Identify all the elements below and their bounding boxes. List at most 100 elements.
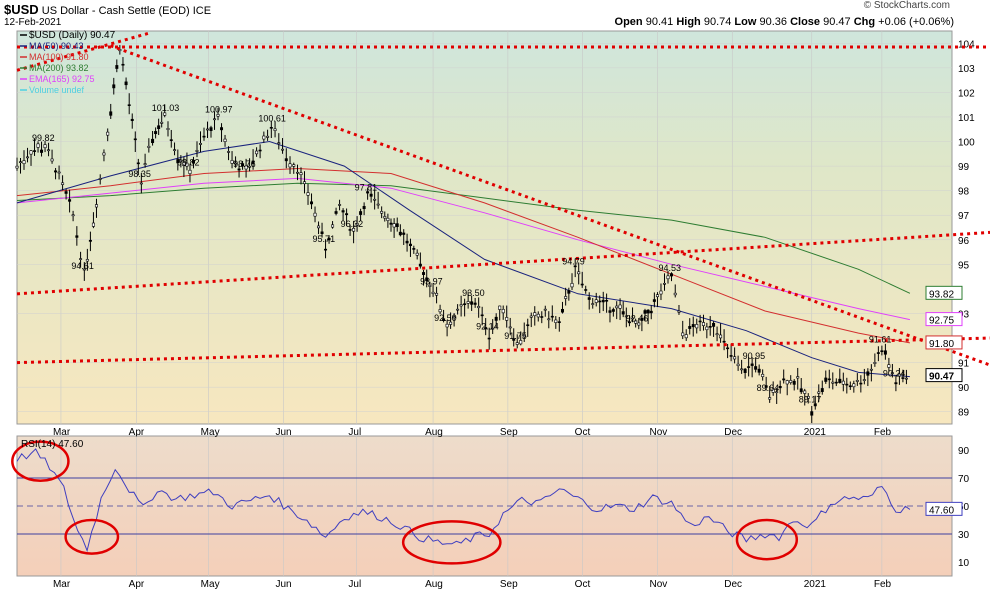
candle-body — [845, 383, 849, 386]
candle-body — [901, 377, 905, 379]
candle-body — [712, 322, 716, 327]
candle-body — [673, 292, 677, 296]
candle-body — [366, 191, 370, 194]
candle-body — [195, 150, 199, 152]
candle-body — [611, 309, 615, 312]
candle-body — [459, 304, 463, 307]
y-tick-label: 104 — [958, 39, 975, 50]
candle-body — [827, 378, 831, 381]
candle-body — [213, 118, 217, 121]
x-tick-label: Aug — [425, 427, 443, 438]
rsi-y-tick-label: 70 — [958, 474, 970, 485]
rsi-line — [16, 448, 911, 553]
price-label: 89.17 — [799, 395, 822, 405]
candle-body — [127, 104, 131, 106]
legend-entry: MA(50) 90.43 — [29, 41, 84, 51]
candle-body — [258, 149, 262, 152]
candle-body — [266, 135, 270, 138]
candle-body — [449, 321, 453, 325]
candle-body — [736, 363, 740, 367]
candle-body — [151, 138, 155, 144]
candle-body — [866, 371, 870, 376]
candle-body — [327, 237, 331, 241]
candle-body — [380, 211, 384, 214]
price-label: 97.81 — [355, 182, 378, 192]
candle-body — [560, 308, 564, 313]
candle-body — [345, 213, 349, 216]
candle-body — [470, 301, 474, 305]
candle-body — [799, 388, 803, 393]
price-label: 92.50 — [434, 313, 457, 323]
candle-body — [82, 268, 86, 271]
candle-body — [50, 158, 54, 162]
candle-body — [890, 372, 894, 374]
candle-body — [102, 152, 106, 156]
x-tick-label: Feb — [874, 427, 892, 438]
candle-body — [389, 222, 393, 225]
candle-body — [580, 283, 584, 286]
candle-body — [666, 275, 670, 280]
candle-body — [71, 214, 75, 217]
trendline-upper-rising — [16, 230, 990, 296]
rsi-x-tick-label: Nov — [649, 579, 667, 590]
candle-body — [591, 303, 595, 305]
candle-body — [640, 317, 644, 321]
x-tick-label: Jun — [275, 427, 291, 438]
low-value: 90.36 — [759, 16, 788, 28]
y-tick-label: 91 — [958, 359, 970, 370]
candle-body — [310, 201, 314, 205]
price-label: 91.61 — [869, 335, 892, 345]
candle-body — [564, 296, 568, 299]
price-label: 91.75 — [504, 331, 527, 341]
candle-body — [557, 321, 561, 323]
candle-body — [533, 312, 537, 316]
close-value: 90.47 — [823, 16, 851, 28]
high-value: 90.74 — [703, 16, 732, 28]
candle-body — [185, 162, 189, 167]
candle-body — [764, 385, 768, 388]
candle-body — [904, 377, 908, 380]
candle-body — [803, 390, 807, 394]
candle-body — [587, 297, 591, 300]
candle-body — [498, 305, 502, 310]
candle-body — [431, 291, 435, 294]
value-tag-box — [925, 368, 963, 383]
candle-body — [529, 315, 533, 318]
candle-body — [615, 305, 619, 309]
candle-body — [445, 323, 449, 328]
candle-body — [598, 300, 602, 303]
candle-body — [173, 149, 177, 151]
candle-body — [306, 192, 310, 196]
candle-body — [241, 163, 245, 167]
candle-body — [130, 118, 134, 122]
legend-entry: MA(200) 93.82 — [29, 63, 89, 73]
candle-body — [33, 150, 37, 152]
candle-body — [188, 169, 192, 174]
candle-body — [64, 191, 68, 194]
rsi-x-tick-label: Jul — [348, 579, 361, 590]
rsi-y-tick-label: 50 — [958, 502, 970, 513]
candle-body — [281, 148, 285, 151]
candle-body — [540, 316, 544, 318]
candle-body — [166, 128, 170, 130]
candle-body — [880, 350, 884, 353]
candle-body — [624, 315, 628, 318]
candle-body — [792, 380, 796, 385]
candle-body — [68, 199, 72, 202]
candle-body — [681, 332, 685, 337]
candle-body — [54, 170, 58, 173]
candle-body — [348, 229, 352, 231]
rsi-x-tick-label: Mar — [53, 579, 71, 590]
candle-body — [662, 282, 666, 285]
rsi-x-tick-label: 2021 — [804, 579, 827, 590]
price-label: 93.50 — [462, 288, 485, 298]
candle-body — [295, 171, 299, 174]
candle-body — [15, 165, 19, 169]
candle-body — [412, 248, 416, 250]
price-label: 99.82 — [32, 133, 55, 143]
candle-body — [115, 65, 119, 69]
candle-body — [554, 319, 558, 323]
candle-body — [796, 376, 800, 379]
candle-body — [643, 310, 647, 314]
candle-body — [508, 326, 512, 329]
